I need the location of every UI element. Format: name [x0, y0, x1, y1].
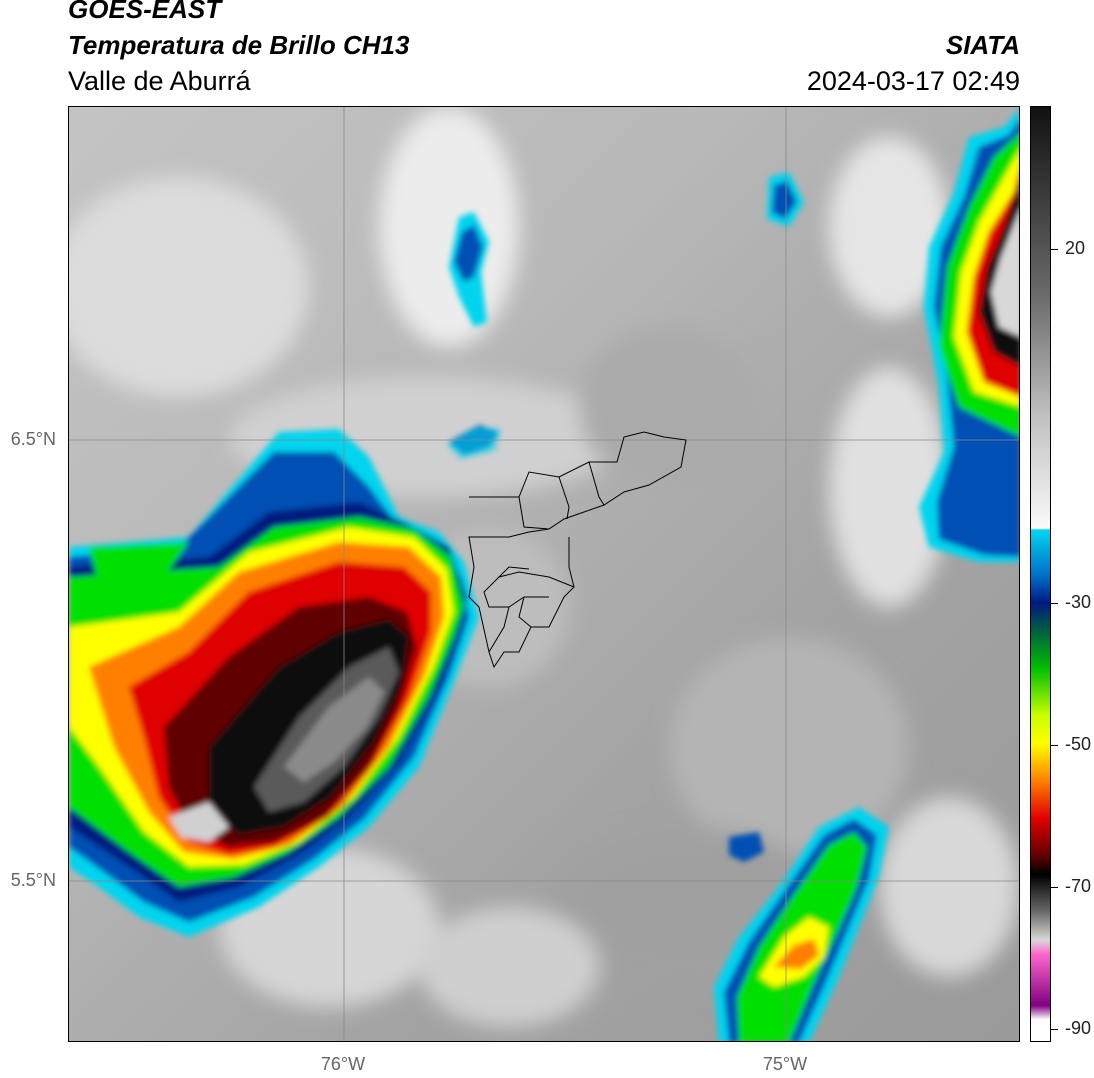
gridlines — [69, 107, 1019, 1041]
lon-label-76: 76°W — [320, 1054, 366, 1074]
lat-label-5-5: 5.5°N — [10, 870, 56, 890]
colorbar-tick — [1050, 1029, 1058, 1030]
storm-northeast — [919, 109, 1019, 562]
product-title: Temperatura de Brillo CH13 — [68, 30, 410, 60]
municipal-boundaries — [468, 431, 687, 669]
lon-label-75: 75°W — [762, 1054, 808, 1074]
agency-label: SIATA — [945, 30, 1020, 60]
colorbar-tick — [1050, 249, 1058, 250]
colorbar-label-minus-30: -30 — [1065, 592, 1092, 612]
colorbar-label-minus-50: -50 — [1065, 734, 1092, 754]
map-svg — [69, 107, 1019, 1041]
colorbar-label-minus-70: -70 — [1065, 876, 1092, 896]
region-subtitle: Valle de Aburrá — [68, 66, 251, 96]
small-cells — [447, 172, 804, 459]
storm-southwest — [69, 429, 479, 937]
colorbar-svg — [1031, 107, 1050, 1041]
datetime-label: 2024-03-17 02:49 — [806, 66, 1020, 96]
satellite-map — [68, 106, 1020, 1042]
colorbar-tick — [1050, 887, 1058, 888]
colorbar-tick — [1050, 603, 1058, 604]
colorbar-gradient — [1031, 107, 1050, 1041]
satellite-title: GOES-EAST — [68, 0, 222, 24]
storm-southeast — [714, 807, 889, 1041]
cloud-texture — [69, 107, 1019, 1027]
colorbar — [1030, 106, 1051, 1042]
colorbar-tick — [1050, 745, 1058, 746]
colorbar-label-20: 20 — [1065, 238, 1086, 258]
lat-label-6-5: 6.5°N — [10, 429, 56, 449]
colorbar-label-minus-90: -90 — [1065, 1018, 1092, 1038]
